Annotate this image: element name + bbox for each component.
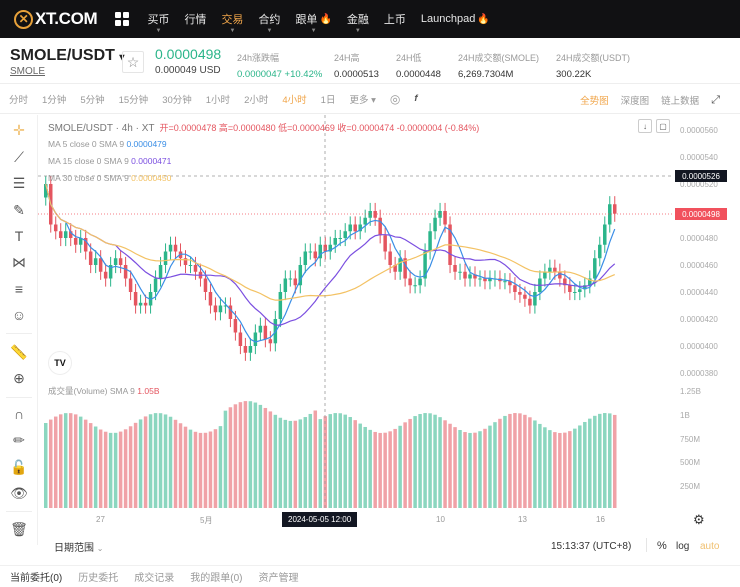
log-scale-toggle[interactable]: log — [676, 540, 690, 552]
pattern-icon[interactable]: ⋈ — [12, 253, 26, 270]
percent-scale-toggle[interactable]: % — [657, 540, 667, 552]
tradingview-logo-icon[interactable]: TV — [48, 351, 72, 375]
timeframe-30m[interactable]: 30分钟 — [162, 94, 192, 106]
fullscreen-icon[interactable]: ⤢ — [711, 93, 720, 106]
tab-trade-history[interactable]: 成交记录 — [134, 573, 175, 584]
apps-grid-icon[interactable] — [115, 12, 130, 26]
timeframe-1h[interactable]: 1小时 — [205, 94, 231, 106]
tab-open-orders[interactable]: 当前委托(0) — [10, 573, 63, 584]
nav-markets[interactable]: 行情 — [184, 14, 207, 26]
horizontal-lines-icon[interactable]: ☰ — [12, 174, 26, 191]
ma15-legend: MA 15 close 0 SMA 9 0.0000471 — [48, 156, 172, 166]
xt-logo-icon: ✕ — [14, 9, 33, 29]
nav-trade[interactable]: 交易 ▼ — [221, 14, 244, 34]
chart-canvas[interactable] — [38, 115, 673, 510]
crosshair-price-tag: 0.0000526 — [675, 170, 727, 182]
trash-icon[interactable]: 🗑 — [10, 520, 28, 537]
timeframe-more[interactable]: 更多 ▾ — [349, 94, 376, 106]
last-price-usd: 0.000049 USD — [155, 65, 221, 76]
nav-launchpad[interactable]: Launchpad 🔥 — [420, 13, 490, 25]
chart-settings-icon[interactable]: ◎ — [389, 91, 401, 106]
tab-asset-management[interactable]: 资产管理 — [258, 573, 299, 584]
timeframe-5m[interactable]: 5分钟 — [80, 94, 105, 106]
nav-copy-trade[interactable]: 跟单 🔥 ▼ — [295, 13, 332, 35]
chart-legend: SMOLE/USDT · 4h · XT 开=0.0000478 高=0.000… — [48, 123, 480, 134]
nav-listing[interactable]: 上币 — [383, 14, 406, 26]
text-icon[interactable]: T — [14, 228, 24, 244]
fib-retracement-icon[interactable]: ≡ — [14, 281, 24, 297]
price-axis[interactable]: 0.0000560 0.0000540 0.0000520 0.0000480 … — [673, 115, 733, 527]
ma5-legend: MA 5 close 0 SMA 9 0.0000479 — [48, 139, 167, 149]
lock-drawings-icon[interactable]: ✏ — [13, 431, 25, 448]
time-axis[interactable]: 27 5月 10 13 16 2024-05-05 12:00 — [38, 510, 673, 530]
tab-order-history[interactable]: 历史委托 — [78, 573, 119, 584]
logo[interactable]: ✕ XT.COM — [14, 9, 98, 29]
stat-24h-high: 24H高 0.0000513 — [334, 53, 379, 80]
clock: 15:13:37 (UTC+8) — [551, 540, 632, 552]
brush-icon[interactable]: ✎ — [13, 201, 25, 218]
date-range-dropdown[interactable]: 日期范围 ⌄ — [54, 542, 104, 554]
orders-tabs: 当前委托(0) 历史委托 成交记录 我的跟单(0) 资产管理 — [0, 565, 740, 587]
nav-finance[interactable]: 金融 ▼ — [346, 14, 369, 34]
hide-drawings-icon[interactable]: 👁 — [10, 484, 28, 501]
last-price: 0.0000498 — [155, 46, 222, 62]
ma30-legend: MA 30 close 0 SMA 9 0.0000450 — [48, 173, 172, 183]
flame-icon: 🔥 — [319, 13, 332, 25]
stat-24h-change: 24h涨跌幅 0.0000047 +10.42% — [237, 53, 323, 80]
crosshair-time-tag: 2024-05-05 12:00 — [282, 512, 358, 527]
trendline-icon[interactable]: ⟋ — [14, 148, 24, 165]
nav-futures[interactable]: 合约 ▼ — [258, 14, 281, 34]
ticker-bar: SMOLE/USDT ▾ SMOLE ☆ 0.0000498 0.000049 … — [0, 38, 740, 84]
zoom-in-icon[interactable]: ⊕ — [13, 369, 25, 386]
volume-legend: 成交量(Volume) SMA 9 1.05B — [48, 386, 160, 396]
top-nav: ✕ XT.COM 买币 ▼ 行情 交易 ▼ 合约 ▼ 跟单 🔥 ▼ 金融 ▼ 上币 Laun… — [0, 0, 740, 38]
chart-footer: 日期范围 ⌄ 15:13:37 (UTC+8) % log auto — [38, 535, 733, 557]
tab-full-chart[interactable]: 全势图 — [580, 96, 609, 107]
drawing-toolbar: ✛ ⟋ ☰ ✎ T ⋈ ≡ ☺ 📏 ⊕ ∩ ✏ 🔓 👁 🗑 — [0, 115, 38, 545]
timeframe-1m[interactable]: 1分钟 — [42, 94, 67, 106]
stat-24h-low: 24H低 0.0000448 — [396, 53, 441, 80]
base-asset-link[interactable]: SMOLE — [10, 66, 46, 77]
unlock-icon[interactable]: 🔓 — [10, 458, 28, 475]
stat-24h-volume-quote: 24H成交额(USDT) 300.22K — [556, 53, 631, 80]
axis-settings-gear-icon[interactable]: ⚙ — [693, 512, 705, 527]
tab-onchain-data[interactable]: 链上数据 — [661, 96, 700, 107]
chart-toolbar: 分时 1分钟 5分钟 15分钟 30分钟 1小时 2小时 4小时 1日 更多 ▾… — [0, 84, 740, 114]
current-price-tag: 0.0000498 — [675, 208, 727, 220]
favorite-star-icon[interactable]: ☆ — [122, 51, 144, 73]
indicators-icon[interactable]: f — [414, 93, 418, 104]
timeframe-15m[interactable]: 15分钟 — [118, 94, 149, 106]
timeframe-line[interactable]: 分时 — [9, 94, 29, 106]
logo-text: XT.COM — [35, 9, 98, 28]
timeframe-4h[interactable]: 4小时 — [282, 94, 307, 106]
pair-selector[interactable]: SMOLE/USDT ▾ — [10, 47, 125, 64]
flame-icon: 🔥 — [477, 13, 490, 25]
scroll-down-icon[interactable]: ↓ — [638, 119, 652, 133]
tab-my-copy-trades[interactable]: 我的跟单(0) — [190, 573, 243, 584]
stat-24h-volume-base: 24H成交额(SMOLE) 6,269.7304M — [458, 53, 540, 80]
candlestick-chart[interactable]: SMOLE/USDT · 4h · XT 开=0.0000478 高=0.000… — [38, 115, 673, 510]
ruler-icon[interactable]: 📏 — [10, 343, 28, 360]
nav-buy-crypto[interactable]: 买币 ▼ — [147, 14, 170, 34]
auto-scale-toggle[interactable]: auto — [700, 540, 720, 552]
crosshair-icon[interactable]: ✛ — [13, 121, 25, 138]
tab-depth-chart[interactable]: 深度图 — [620, 96, 650, 107]
magnet-icon[interactable]: ∩ — [13, 406, 25, 422]
emoji-icon[interactable]: ☺ — [11, 307, 27, 323]
reset-chart-icon[interactable]: ▢ — [656, 119, 670, 133]
timeframe-1d[interactable]: 1日 — [320, 94, 336, 106]
timeframe-2h[interactable]: 2小时 — [244, 94, 269, 106]
